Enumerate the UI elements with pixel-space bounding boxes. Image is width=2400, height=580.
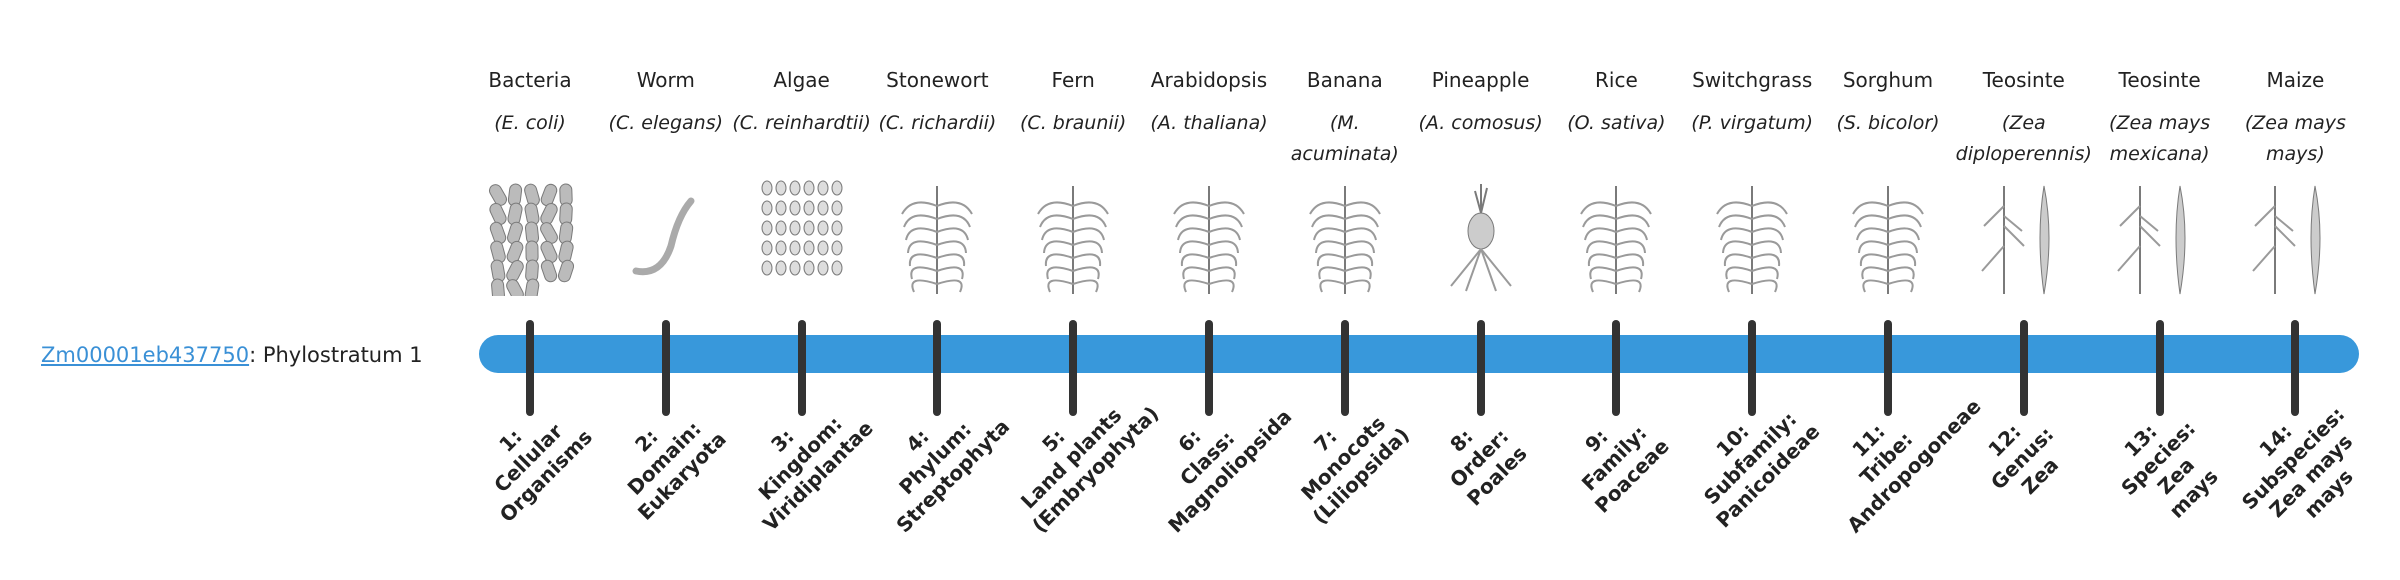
organism-common-name: Switchgrass	[1692, 68, 1813, 92]
organism-species-name: (C. reinhardtii)	[732, 112, 871, 134]
organism-species-name: (S. bicolor)	[1836, 112, 1940, 134]
maize-icon	[2245, 176, 2345, 296]
organism-common-name: Bacteria	[488, 68, 572, 92]
stratum-label: 14: Subspecies: Zea mays mays	[2237, 401, 2359, 523]
organism-species-name: (C. richardii)	[878, 112, 997, 134]
organism-species-name: (Zea diploperennis)	[1955, 112, 2092, 165]
organism-header: Maize (Zea mays mays)	[2225, 64, 2365, 170]
organism-common-name: Banana	[1306, 68, 1383, 92]
gene-phylostratum-label: Zm00001eb437750: Phylostratum 1	[41, 340, 423, 370]
gene-id-link[interactable]: Zm00001eb437750	[41, 343, 250, 367]
organism-species-name: (E. coli)	[494, 112, 566, 134]
organism-header: Sorghum (S. bicolor)	[1818, 64, 1958, 170]
organism-header: Fern (C. braunii)	[1003, 64, 1143, 170]
banana-icon	[1295, 176, 1395, 296]
organism-header: Banana (M. acuminata)	[1275, 64, 1415, 170]
stratum-tick	[2291, 320, 2300, 416]
organism-common-name: Algae	[773, 68, 830, 92]
stratum-tick	[1205, 320, 1213, 416]
organism-header: Switchgrass (P. virgatum)	[1682, 64, 1822, 170]
organism-common-name: Fern	[1051, 68, 1095, 92]
organism-species-name: (A. thaliana)	[1150, 112, 1268, 134]
organism-common-name: Maize	[2266, 68, 2325, 92]
stratum-tick	[2019, 320, 2028, 416]
stonewort-icon	[887, 176, 987, 296]
organism-species-name: (C. elegans)	[608, 112, 724, 134]
organism-species-name: (M. acuminata)	[1290, 112, 1399, 165]
stratum-label: 13: Species: Zea mays	[2115, 416, 2223, 523]
organism-header: Teosinte (Zea mays mexicana)	[2090, 64, 2230, 170]
teosinte-icon	[1974, 176, 2074, 296]
stratum-tick	[933, 320, 942, 416]
organism-common-name: Teosinte	[2118, 68, 2201, 92]
organism-common-name: Worm	[636, 68, 695, 92]
organism-header: Teosinte (Zea diploperennis)	[1954, 64, 2094, 170]
stratum-tick	[526, 320, 534, 416]
organism-common-name: Rice	[1595, 68, 1638, 92]
fern-icon	[1023, 176, 1123, 296]
worm-icon	[616, 176, 716, 296]
organism-species-name: (A. comosus)	[1418, 112, 1543, 134]
stratum-tick	[1612, 320, 1621, 416]
organism-header: Worm (C. elegans)	[596, 64, 736, 170]
bacteria-icon	[480, 176, 580, 302]
stratum-tick	[1340, 320, 1349, 416]
organism-species-name: (Zea mays mays)	[2244, 112, 2346, 165]
sorghum-icon	[1838, 176, 1938, 296]
phylostratum-timeline-bar	[479, 335, 2359, 373]
organism-common-name: Teosinte	[1982, 68, 2065, 92]
stratum-tick	[1884, 320, 1892, 416]
stratum-tick	[797, 320, 806, 416]
rice-icon	[1566, 176, 1666, 296]
organism-common-name: Sorghum	[1842, 68, 1934, 92]
pineapple-icon	[1431, 176, 1531, 296]
stratum-tick	[1748, 320, 1757, 416]
stratum-tick	[1476, 320, 1485, 416]
stratum-tick	[661, 320, 670, 416]
arabidopsis-icon	[1159, 176, 1259, 296]
stratum-tick	[1069, 320, 1078, 416]
teosinte-icon	[2110, 176, 2210, 296]
organism-species-name: (C. braunii)	[1020, 112, 1127, 134]
organism-common-name: Stonewort	[886, 68, 989, 92]
organism-header: Bacteria (E. coli)	[460, 64, 600, 170]
organism-species-name: (O. sativa)	[1567, 112, 1666, 134]
switchgrass-icon	[1702, 176, 1802, 296]
organism-common-name: Arabidopsis	[1150, 68, 1268, 92]
algae-icon	[752, 176, 852, 296]
organism-header: Stonewort (C. richardii)	[867, 64, 1007, 170]
phylostratum-text: : Phylostratum 1	[249, 343, 423, 367]
organism-species-name: (Zea mays mexicana)	[2109, 112, 2211, 165]
organism-species-name: (P. virgatum)	[1691, 112, 1814, 134]
organism-header: Algae (C. reinhardtii)	[732, 64, 872, 170]
organism-header: Arabidopsis (A. thaliana)	[1139, 64, 1279, 170]
organism-header: Pineapple (A. comosus)	[1411, 64, 1551, 170]
stratum-tick	[2155, 320, 2164, 416]
organism-common-name: Pineapple	[1431, 68, 1530, 92]
organism-header: Rice (O. sativa)	[1546, 64, 1686, 170]
